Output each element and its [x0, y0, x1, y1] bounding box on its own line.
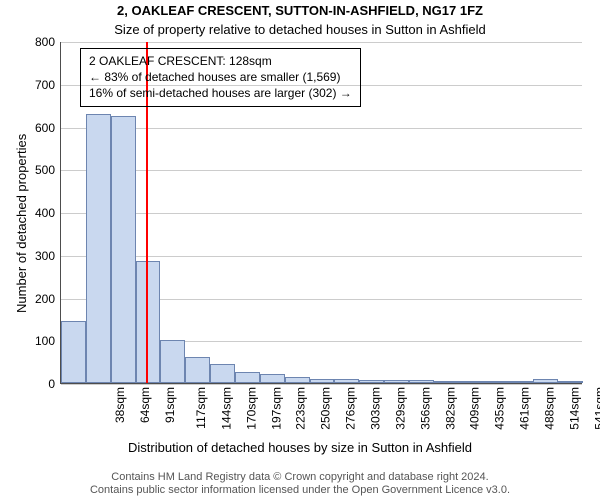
x-tick-label: 382sqm: [443, 387, 457, 430]
y-tick-label: 400: [15, 206, 61, 220]
annotation-box: 2 OAKLEAF CRESCENT: 128sqm← 83% of detac…: [80, 48, 361, 107]
x-tick-label: 197sqm: [269, 387, 283, 430]
x-tick-label: 303sqm: [369, 387, 383, 430]
y-tick-label: 200: [15, 292, 61, 306]
x-tick-label: 223sqm: [294, 387, 308, 430]
y-tick-label: 600: [15, 121, 61, 135]
x-tick-label: 329sqm: [394, 387, 408, 430]
annotation-line: 2 OAKLEAF CRESCENT: 128sqm: [89, 53, 352, 69]
y-tick-label: 700: [15, 78, 61, 92]
histogram-bar: [235, 372, 260, 383]
copyright-line-1: Contains public sector information licen…: [0, 484, 600, 498]
x-tick-label: 250sqm: [319, 387, 333, 430]
copyright-line-0: Contains HM Land Registry data © Crown c…: [0, 471, 600, 485]
x-tick-label: 170sqm: [244, 387, 258, 430]
x-axis-title: Distribution of detached houses by size …: [0, 440, 600, 455]
x-tick-label: 144sqm: [220, 387, 234, 430]
y-tick-label: 800: [15, 35, 61, 49]
x-tick-label: 38sqm: [113, 387, 127, 423]
x-tick-label: 461sqm: [518, 387, 532, 430]
x-tick-label: 276sqm: [344, 387, 358, 430]
x-tick-label: 117sqm: [194, 387, 208, 429]
histogram-bar: [185, 357, 210, 383]
y-tick-label: 0: [15, 377, 61, 391]
annotation-line: 16% of semi-detached houses are larger (…: [89, 85, 352, 101]
x-tick-label: 541sqm: [592, 387, 600, 430]
annotation-line: ← 83% of detached houses are smaller (1,…: [89, 69, 352, 85]
y-axis-title: Number of detached properties: [14, 134, 29, 313]
histogram-bar: [111, 116, 136, 383]
histogram-chart: 2, OAKLEAF CRESCENT, SUTTON-IN-ASHFIELD,…: [0, 0, 600, 500]
x-tick-label: 514sqm: [568, 387, 582, 430]
copyright-footer: Contains HM Land Registry data © Crown c…: [0, 471, 600, 499]
y-tick-label: 300: [15, 249, 61, 263]
chart-title-primary: 2, OAKLEAF CRESCENT, SUTTON-IN-ASHFIELD,…: [0, 3, 600, 18]
x-tick-label: 91sqm: [163, 387, 177, 423]
histogram-bar: [86, 114, 111, 383]
chart-title-secondary: Size of property relative to detached ho…: [0, 22, 600, 37]
y-tick-label: 100: [15, 334, 61, 348]
x-tick-label: 356sqm: [418, 387, 432, 430]
x-tick-label: 409sqm: [468, 387, 482, 430]
x-tick-label: 488sqm: [543, 387, 557, 430]
histogram-bar: [260, 374, 285, 383]
histogram-bar: [210, 364, 235, 383]
y-tick-label: 500: [15, 163, 61, 177]
x-tick-label: 64sqm: [138, 387, 152, 423]
x-tick-label: 435sqm: [493, 387, 507, 430]
histogram-bar: [160, 340, 185, 383]
histogram-bar: [61, 321, 86, 383]
